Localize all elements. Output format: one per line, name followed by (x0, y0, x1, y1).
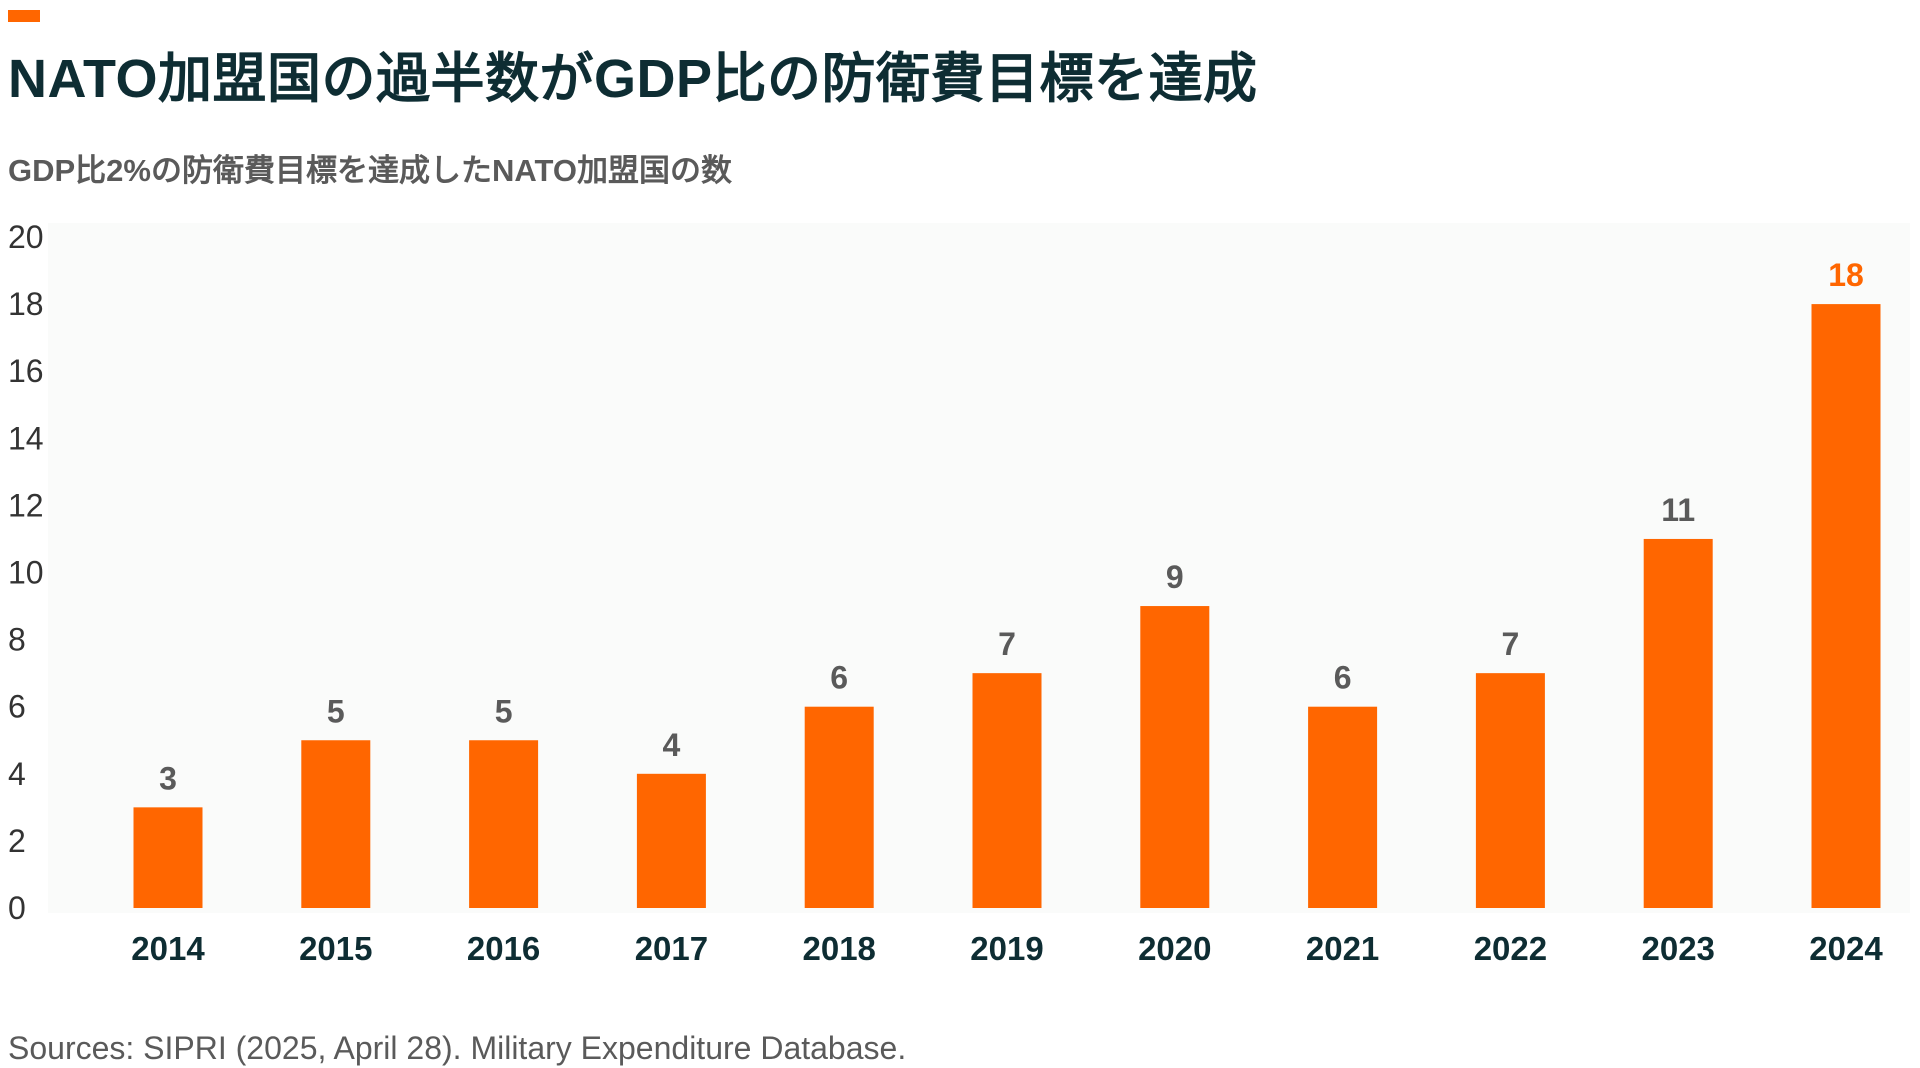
bar-2015 (301, 740, 371, 908)
value-label: 18 (1828, 257, 1864, 293)
value-label: 7 (998, 626, 1016, 662)
value-label: 5 (495, 693, 513, 729)
y-tick-label: 2 (8, 823, 26, 859)
x-tick-label: 2014 (131, 930, 205, 967)
value-label: 7 (1502, 626, 1520, 662)
x-tick-label: 2021 (1306, 930, 1379, 967)
y-tick-label: 16 (8, 353, 44, 389)
value-label: 6 (1334, 660, 1352, 696)
value-label: 9 (1166, 559, 1184, 595)
x-tick-label: 2015 (299, 930, 372, 967)
bar-2024 (1811, 304, 1881, 909)
y-axis-ticks: 0 2 4 6 8 10 12 14 16 18 20 (8, 219, 44, 926)
y-tick-label: 20 (8, 219, 44, 255)
y-tick-label: 6 (8, 689, 26, 725)
bar-2020 (1140, 606, 1210, 908)
x-tick-label: 2019 (970, 930, 1043, 967)
bar-2017 (636, 773, 706, 908)
y-tick-label: 18 (8, 286, 44, 322)
bar-2021 (1308, 706, 1378, 908)
title-accent-bar (8, 10, 40, 22)
bar-2023 (1643, 538, 1713, 908)
x-tick-label: 2017 (635, 930, 708, 967)
x-tick-label: 2018 (802, 930, 875, 967)
y-tick-label: 14 (8, 420, 44, 456)
value-label: 3 (159, 760, 177, 796)
value-label: 4 (663, 727, 681, 763)
bar-2018 (804, 706, 874, 908)
bar-chart: 0 2 4 6 8 10 12 14 16 18 20 3 5 5 4 6 7 9 6 7 11 18 2014 2015… (8, 219, 1910, 967)
source-note: Sources: SIPRI (2025, April 28). Militar… (8, 1030, 907, 1066)
page-title: NATO加盟国の過半数がGDP比の防衛費目標を達成 (8, 49, 1258, 109)
y-tick-label: 4 (8, 756, 26, 792)
chart-subtitle: GDP比2%の防衛費目標を達成したNATO加盟国の数 (8, 153, 732, 188)
x-tick-label: 2016 (467, 930, 540, 967)
bar-2019 (972, 673, 1042, 908)
y-tick-label: 8 (8, 622, 26, 658)
x-tick-label: 2022 (1474, 930, 1547, 967)
x-axis-labels: 2014 2015 2016 2017 2018 2019 2020 2021 2022 2023… (131, 930, 1883, 967)
x-tick-label: 2020 (1138, 930, 1211, 967)
bar-2016 (469, 740, 539, 908)
value-label: 6 (830, 660, 848, 696)
x-tick-label: 2024 (1809, 930, 1883, 967)
bar-2022 (1475, 673, 1545, 908)
y-tick-label: 10 (8, 555, 44, 591)
y-tick-label: 0 (8, 890, 26, 926)
bar-2014 (133, 807, 203, 908)
x-tick-label: 2023 (1641, 930, 1714, 967)
value-labels: 3 5 5 4 6 7 9 6 7 11 18 (159, 257, 1864, 796)
value-label: 11 (1661, 492, 1695, 528)
bar-series (133, 304, 1881, 909)
value-label: 5 (327, 693, 345, 729)
y-tick-label: 12 (8, 487, 44, 523)
